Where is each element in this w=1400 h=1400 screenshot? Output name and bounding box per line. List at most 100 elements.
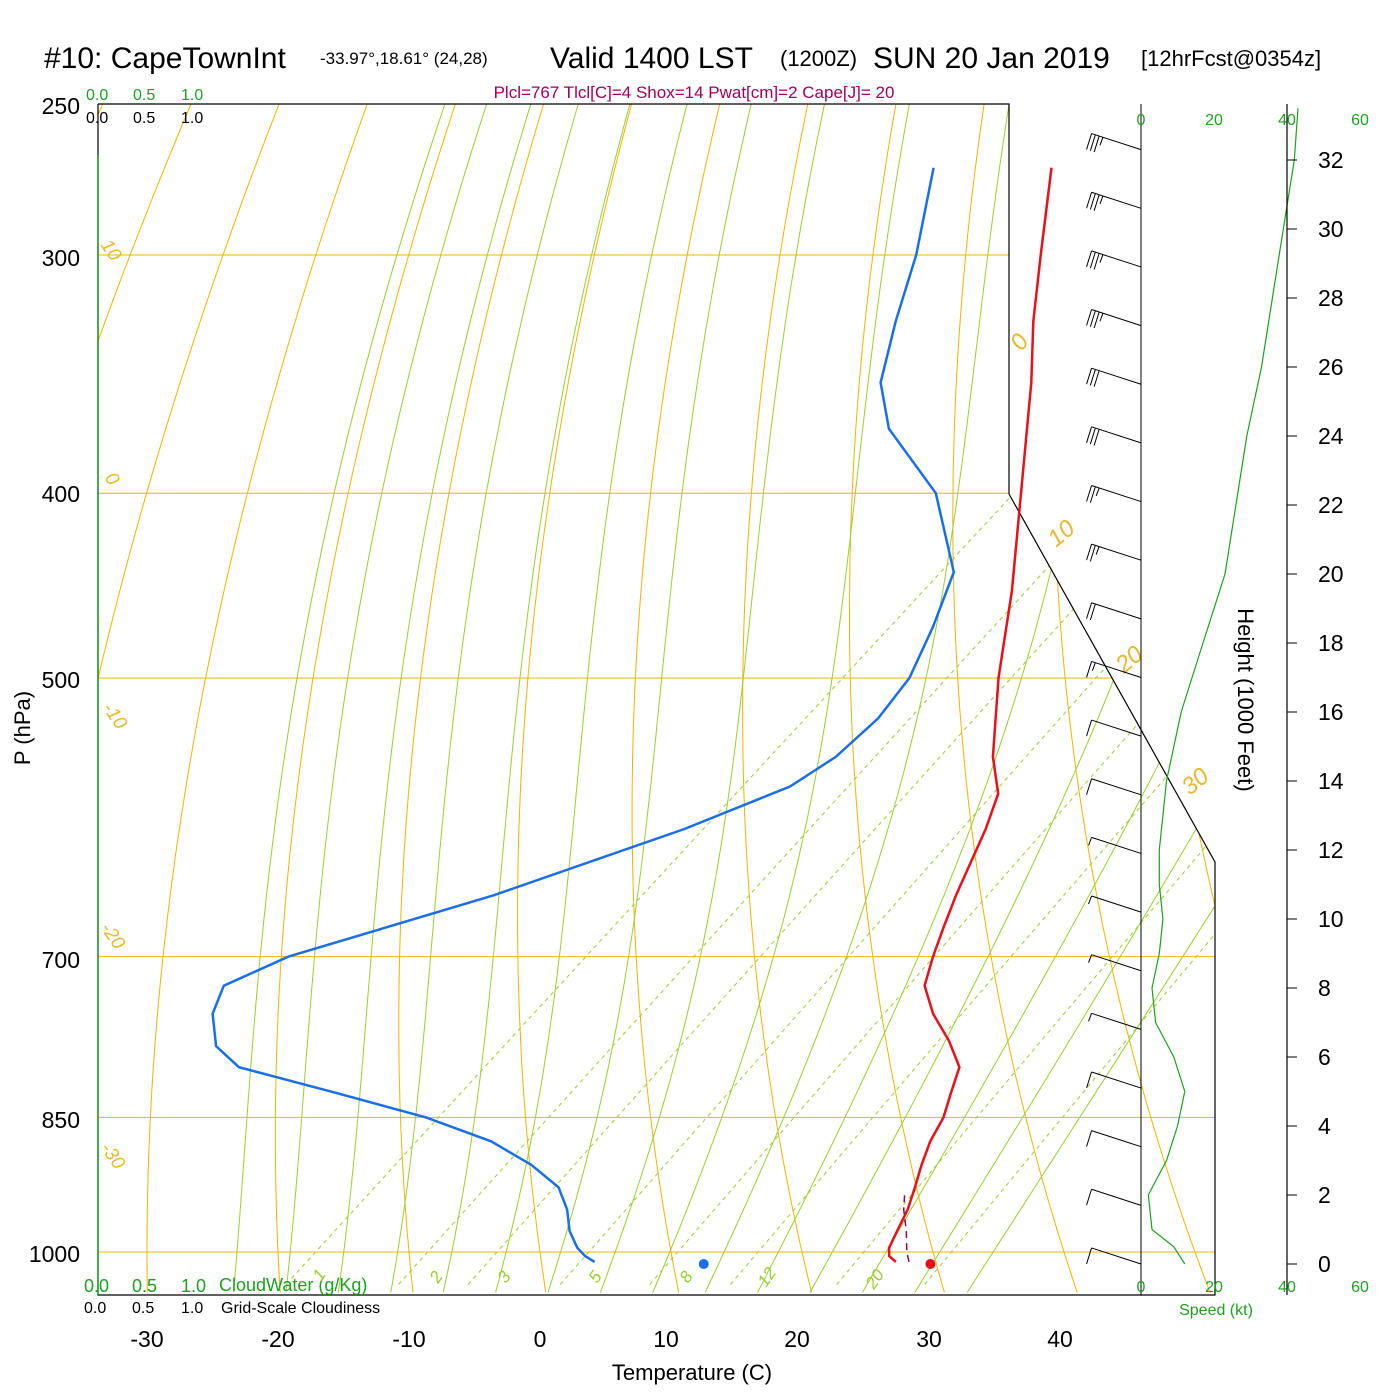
p-label-1000: 1000 — [29, 1241, 80, 1267]
wind-barb-shaft — [1091, 367, 1142, 385]
title-forecast: [12hrFcst@0354z] — [1141, 46, 1321, 71]
wind-barb-flag — [1093, 135, 1100, 153]
cloud-bottom-green-0: 0.0 — [84, 1276, 109, 1296]
speed-scale-top: 0 20 40 60 — [1137, 112, 1369, 129]
cloud-top-black-0: 0.0 — [86, 110, 108, 127]
title-valid: Valid 1400 LST — [550, 42, 753, 75]
cloud-top-green-0: 0.0 — [86, 87, 108, 104]
wind-barb-flag — [1089, 369, 1096, 386]
wind-barb-half-flag — [1099, 254, 1104, 263]
wind-barb — [1088, 895, 1142, 913]
mixing-ratio-line — [285, 492, 1015, 1285]
height-tick-label: 24 — [1318, 423, 1344, 449]
cloud-scale-top: 0.0 0.5 1.0 0.0 0.5 1.0 — [86, 87, 203, 127]
wind-speed-profile — [1147, 108, 1299, 1265]
moist-adiabats — [233, 104, 1215, 1293]
t-label-40: 40 — [1047, 1326, 1073, 1352]
cloudiness-label: Grid-Scale Cloudiness — [221, 1300, 380, 1317]
wind-barb-flag — [1086, 426, 1093, 443]
height-tick-label: 30 — [1318, 216, 1344, 242]
wind-barb-flag — [1086, 250, 1093, 268]
dry-adiabat — [952, 104, 1078, 1293]
wind-barb-flag — [1086, 192, 1093, 209]
wind-barb — [1086, 250, 1142, 270]
cloud-bottom-black-1: 1.0 — [181, 1300, 203, 1317]
wind-barb-shaft — [1091, 1247, 1142, 1265]
dry-label-10-right: 10 — [1043, 514, 1081, 552]
p-label-250: 250 — [42, 93, 80, 119]
dry-adiabat — [146, 104, 380, 1293]
wind-barb — [1086, 1247, 1142, 1265]
wind-barb-half-flag — [1088, 954, 1093, 963]
t-label-m30: -30 — [130, 1326, 163, 1352]
wind-barb-half-flag — [1091, 662, 1096, 671]
title-coords: -33.97°,18.61° (24,28) — [320, 49, 488, 68]
cloud-bottom-green-05: 0.5 — [132, 1276, 157, 1296]
speed-bottom-20: 20 — [1205, 1279, 1223, 1296]
y-axis-label: P (hPa) — [10, 691, 35, 765]
wind-barb — [1086, 426, 1142, 446]
dry-adiabat — [1244, 70, 1400, 1292]
cloud-bottom-black-0: 0.0 — [84, 1300, 106, 1317]
cloud-top-green-1: 1.0 — [181, 87, 203, 104]
wind-barb-half-flag — [1099, 137, 1104, 146]
wind-barbs — [1086, 133, 1142, 1265]
isobars — [98, 254, 1215, 1253]
wind-barb — [1086, 485, 1142, 503]
mix-label-3: 3 — [494, 1267, 515, 1286]
parcel-path — [902, 1191, 910, 1263]
wind-barb-flag — [1093, 429, 1100, 446]
wind-barb-shaft — [1091, 602, 1142, 620]
mixing-ratio-lines — [285, 492, 1215, 1285]
wind-barb — [1086, 1188, 1142, 1206]
height-axis-label: Height (1000 Feet) — [1233, 608, 1258, 791]
height-tick-label: 10 — [1318, 906, 1344, 932]
wind-barb-flag — [1086, 719, 1093, 737]
wind-barb-half-flag — [1088, 1013, 1093, 1022]
wind-barb — [1086, 133, 1142, 153]
moist-adiabat — [285, 104, 488, 1293]
moist-adiabat — [757, 104, 1128, 1293]
wind-barb-flag — [1089, 427, 1096, 445]
dry-label-30-right: 30 — [1177, 762, 1215, 800]
mix-label-20: 20 — [861, 1265, 888, 1293]
wind-barb-shaft — [1091, 1071, 1142, 1089]
wind-barb-shaft — [1091, 954, 1142, 972]
temperature-line — [887, 167, 1053, 1263]
wind-barb-flag — [1089, 134, 1096, 151]
mix-label-5: 5 — [585, 1267, 606, 1286]
wind-barb — [1086, 719, 1142, 737]
wind-barb — [1086, 1071, 1142, 1089]
mixing-ratio-line — [649, 492, 1215, 1285]
speed-top-20: 20 — [1205, 112, 1223, 129]
height-tick-label: 28 — [1318, 285, 1344, 311]
wind-barb-flag — [1086, 1130, 1093, 1147]
moist-adiabat — [337, 104, 532, 1293]
dry-adiabat — [274, 104, 468, 1293]
wind-barb-flag — [1093, 370, 1100, 387]
height-tick-label: 2 — [1318, 1182, 1331, 1208]
cloud-scale-bottom: 0.0 0.5 1.0 CloudWater (g/Kg) 0.0 0.5 1.… — [84, 1275, 380, 1317]
moist-adiabat — [599, 104, 825, 1293]
wind-barb-shaft — [1091, 250, 1142, 268]
wind-barb-half-flag — [1095, 546, 1100, 555]
temperature-surface-marker — [925, 1259, 936, 1269]
wind-barb — [1086, 309, 1142, 329]
p-label-300: 300 — [42, 245, 80, 271]
cloud-bottom-green-1: 1.0 — [181, 1276, 206, 1296]
wind-barb-shaft — [1091, 719, 1142, 737]
cloudwater-label: CloudWater (g/Kg) — [219, 1275, 367, 1295]
title-utc: (1200Z) — [780, 46, 857, 71]
wind-barb-flag — [1086, 602, 1093, 619]
dry-label-m10: -10 — [98, 699, 131, 734]
wind-barb-shaft — [1091, 660, 1142, 678]
wind-barb-half-flag — [1088, 837, 1093, 846]
wind-barb — [1086, 660, 1142, 678]
dewpoint-line — [211, 167, 956, 1263]
wind-barb-flag — [1093, 311, 1100, 329]
mix-label-12: 12 — [754, 1263, 781, 1290]
pressure-tick-labels: 250 300 400 500 700 850 1000 — [29, 93, 80, 1267]
wind-barb-shaft — [1091, 485, 1142, 503]
wind-barb — [1086, 778, 1142, 796]
